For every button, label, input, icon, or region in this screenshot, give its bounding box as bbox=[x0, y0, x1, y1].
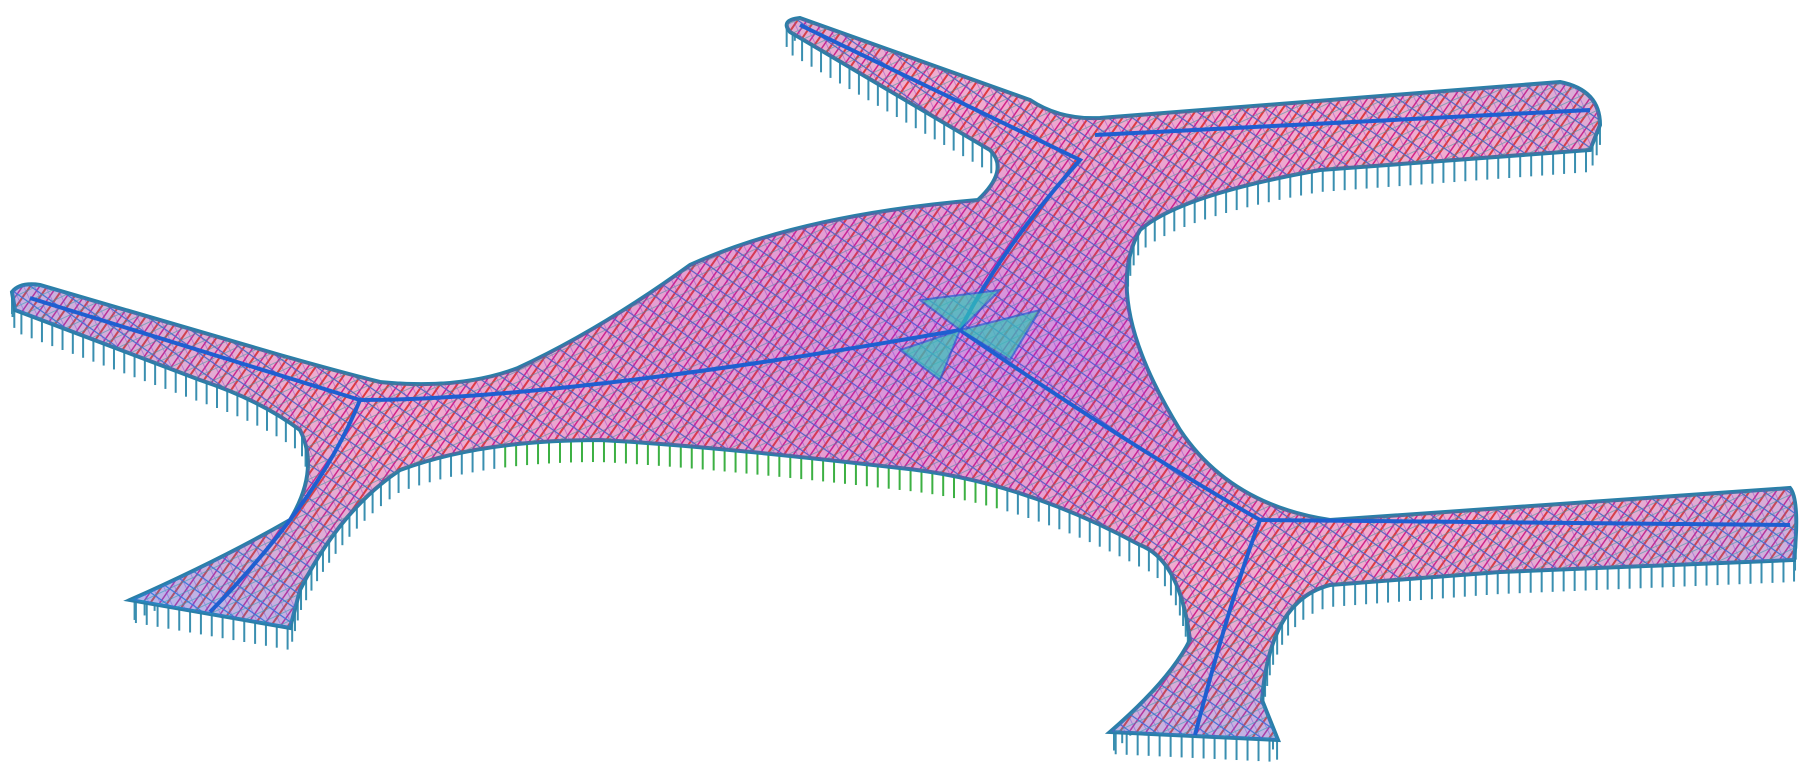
ridge bbox=[208, 399, 362, 614]
ridge bbox=[1094, 108, 1591, 137]
hub-bracing bbox=[897, 288, 1043, 382]
ridge bbox=[958, 328, 1791, 527]
roof-tint bbox=[12, 18, 1797, 740]
ridge bbox=[29, 296, 961, 403]
ridge bbox=[1193, 519, 1262, 736]
